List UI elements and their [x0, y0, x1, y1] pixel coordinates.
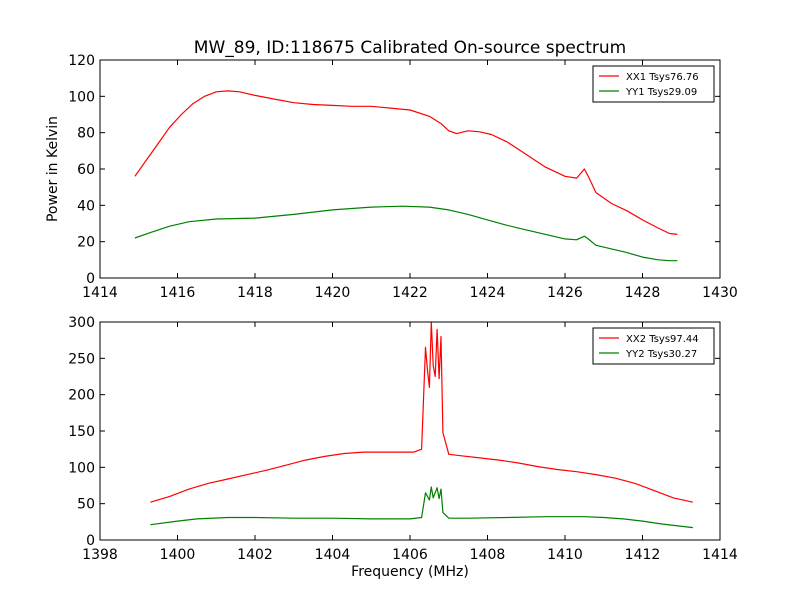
legend-box: [592, 65, 715, 103]
legend-label: XX1 Tsys76.76: [626, 72, 699, 83]
legend-label: YY1 Tsys29.09: [625, 87, 697, 98]
top-panel: 1414 1416 1418 1420 1422 1424 1426 1428 1430 0 20 4…: [68, 53, 738, 301]
legend-box: [592, 327, 715, 365]
y-tick-label: 200: [68, 388, 95, 404]
x-tick-label: 1414: [82, 285, 118, 301]
y-axis-label: Power in Kelvin: [45, 116, 61, 222]
x-axis-label: Frequency (MHz): [351, 564, 469, 580]
y-tick-label: 250: [68, 351, 95, 367]
bottom-panel: 1398 1400 1402 1404 1406 1408 1410 1412 1414 0 50 1…: [68, 315, 738, 563]
x-tick-label: 1420: [315, 285, 351, 301]
x-tick-label: 1412: [625, 547, 661, 563]
x-tick-label: 1428: [625, 285, 661, 301]
x-tick-label: 1416: [160, 285, 196, 301]
x-tick-label: 1430: [702, 285, 738, 301]
x-tick-label: 1406: [392, 547, 428, 563]
series-line-yy1: [134, 205, 678, 262]
figure-title: MW_89, ID:118675 Calibrated On-source sp…: [194, 38, 626, 58]
y-tick-label: 50: [77, 497, 95, 513]
x-tick-label: 1418: [237, 285, 273, 301]
y-tick-label: 60: [77, 162, 95, 178]
y-tick-label: 20: [77, 235, 95, 251]
legend-label: XX2 Tsys97.44: [626, 334, 699, 345]
x-tick-label: 1404: [315, 547, 351, 563]
x-tick-label: 1402: [237, 547, 273, 563]
x-tick-label: 1414: [702, 547, 738, 563]
x-tick-label: 1408: [470, 547, 506, 563]
legend-label: YY2 Tsys30.27: [625, 349, 697, 360]
y-tick-label: 0: [86, 271, 95, 287]
y-tick-label: 100: [68, 89, 95, 105]
y-tick-label: 300: [68, 315, 95, 331]
x-tick-label: 1422: [392, 285, 428, 301]
y-tick-label: 80: [77, 126, 95, 142]
x-tick-label: 1410: [547, 547, 583, 563]
y-tick-label: 40: [77, 198, 95, 214]
x-tick-label: 1398: [82, 547, 118, 563]
y-tick-label: 100: [68, 460, 95, 476]
x-tick-label: 1400: [160, 547, 196, 563]
x-tick-label: 1424: [470, 285, 506, 301]
y-tick-label: 0: [86, 533, 95, 549]
y-tick-label: 150: [68, 424, 95, 440]
series-line-xx1: [134, 90, 678, 235]
series-line-xx2: [150, 322, 694, 503]
series-line-yy2: [150, 486, 693, 529]
x-tick-label: 1426: [547, 285, 583, 301]
y-tick-label: 120: [68, 53, 95, 69]
